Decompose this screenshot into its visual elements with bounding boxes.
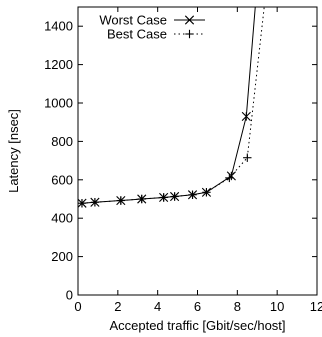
x-tick-label: 4 [154, 299, 161, 314]
x-tick-label: 12 [310, 299, 322, 314]
series-0-point [187, 190, 198, 200]
plot-frame [77, 6, 318, 296]
plot-area: 0 2 4 6 8 10 12 0 200 400 600 800 1000 1200 1400 [44, 6, 322, 314]
y-tick-label: 400 [51, 211, 73, 226]
x-tick-label: 8 [234, 299, 241, 314]
legend-label: Worst Case [99, 13, 167, 28]
y-axis-label: Latency [nsec] [6, 109, 21, 193]
x-tick-label: 6 [194, 299, 201, 314]
series-0-point [137, 194, 147, 204]
x-tick-label: 10 [270, 299, 284, 314]
y-tick-label: 1000 [44, 96, 73, 111]
series-0-point [77, 198, 87, 208]
legend-label: Best Case [107, 27, 167, 42]
x-tick-label: 2 [114, 299, 121, 314]
series-layer [77, 7, 265, 208]
y-tick-label: 1400 [44, 19, 73, 34]
y-tick-label: 800 [51, 134, 73, 149]
y-tick-label: 200 [51, 249, 73, 264]
series-0-point [159, 192, 169, 203]
series-0-point [90, 197, 100, 207]
series-0-point [241, 111, 251, 122]
x-axis-label: Accepted traffic [Gbit/sec/host] [109, 318, 285, 333]
y-tick-label: 1200 [44, 57, 73, 72]
series-1-point [243, 153, 252, 162]
legend-marker [184, 15, 195, 25]
series-0-point [201, 187, 212, 197]
legend-marker [185, 29, 194, 39]
series-0-point [170, 191, 180, 202]
y-tick-label: 0 [66, 288, 73, 303]
series-0-point [226, 171, 236, 181]
series-0-point [116, 195, 126, 206]
x-tick-label: 0 [74, 299, 81, 314]
y-tick-label: 600 [51, 172, 73, 187]
